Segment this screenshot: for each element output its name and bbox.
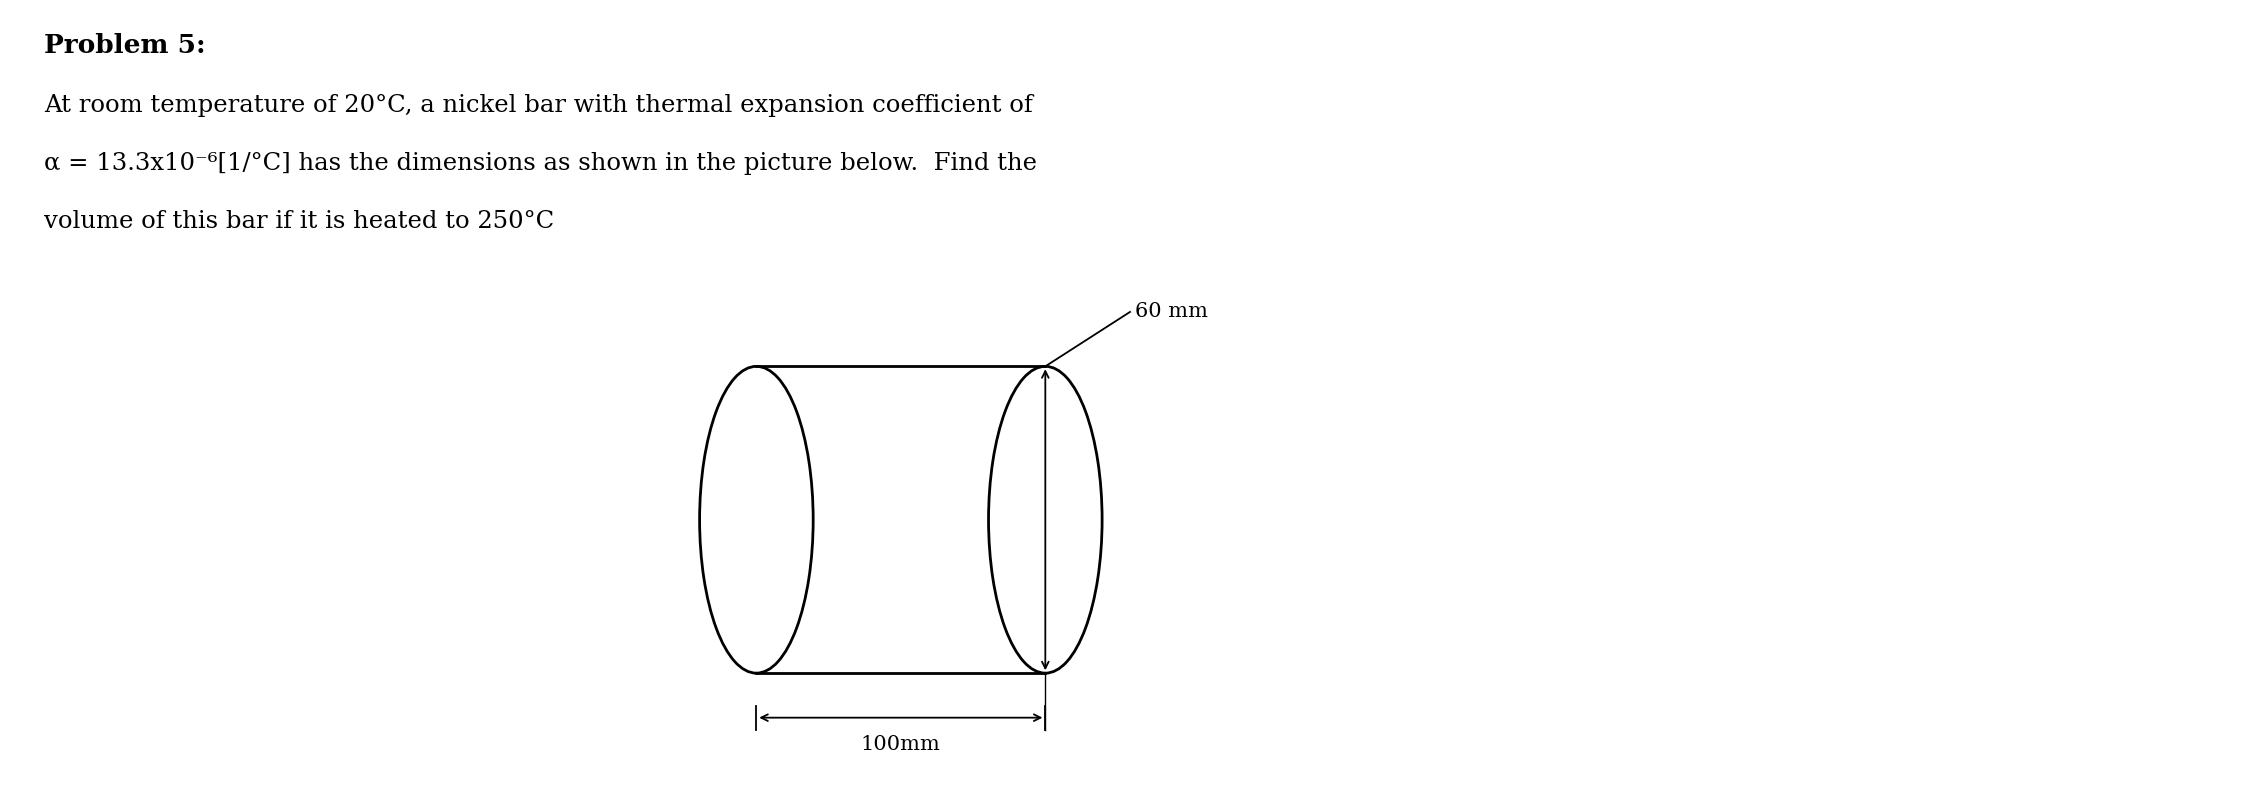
Text: α = 13.3x10⁻⁶[1/°C] has the dimensions as shown in the picture below.  Find the: α = 13.3x10⁻⁶[1/°C] has the dimensions a…	[43, 151, 1037, 175]
Text: 60 mm: 60 mm	[1134, 303, 1209, 321]
Text: Problem 5:: Problem 5:	[43, 33, 206, 58]
Text: 100mm: 100mm	[860, 735, 942, 755]
Text: volume of this bar if it is heated to 250°C: volume of this bar if it is heated to 25…	[43, 210, 555, 233]
Text: At room temperature of 20°C, a nickel bar with thermal expansion coefficient of: At room temperature of 20°C, a nickel ba…	[43, 95, 1032, 117]
